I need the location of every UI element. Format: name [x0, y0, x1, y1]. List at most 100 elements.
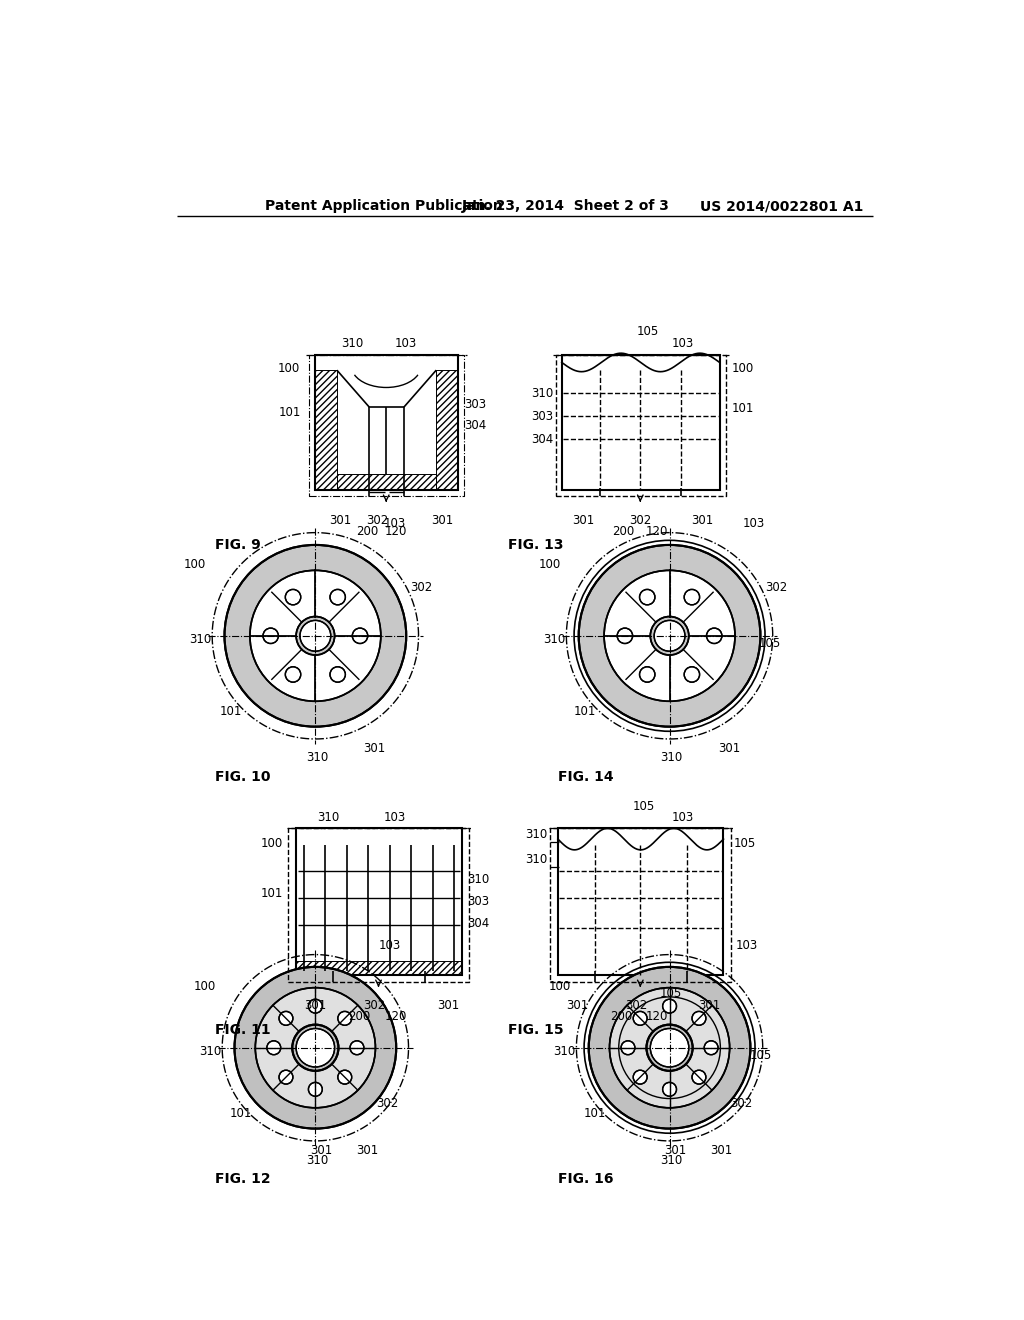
Circle shape	[300, 620, 331, 651]
Circle shape	[292, 1024, 339, 1071]
Circle shape	[296, 1028, 335, 1067]
Circle shape	[352, 628, 368, 644]
Text: FIG. 10: FIG. 10	[215, 770, 270, 784]
Text: 301: 301	[710, 1143, 732, 1156]
Text: 100: 100	[195, 979, 216, 993]
Text: 301: 301	[572, 513, 595, 527]
Circle shape	[279, 1071, 293, 1084]
Text: 105: 105	[660, 987, 682, 1001]
Circle shape	[640, 590, 655, 605]
Circle shape	[308, 999, 323, 1014]
Text: 301: 301	[329, 513, 351, 527]
Text: 105: 105	[759, 638, 780, 649]
Text: 301: 301	[304, 999, 327, 1012]
Text: 105: 105	[734, 837, 756, 850]
Text: 301: 301	[691, 513, 714, 527]
Text: 105: 105	[633, 800, 655, 813]
Text: 301: 301	[698, 999, 721, 1012]
Text: 302: 302	[730, 1097, 753, 1110]
Text: 304: 304	[531, 433, 554, 446]
Text: 100: 100	[260, 837, 283, 850]
Text: 302: 302	[376, 1097, 398, 1110]
Circle shape	[646, 1024, 692, 1071]
Circle shape	[663, 1082, 677, 1096]
Text: 302: 302	[626, 999, 647, 1012]
Text: 101: 101	[219, 705, 242, 718]
Text: 103: 103	[395, 338, 418, 351]
Circle shape	[308, 1082, 323, 1096]
Circle shape	[234, 966, 396, 1129]
Text: 310: 310	[553, 1045, 575, 1059]
Text: 103: 103	[384, 517, 406, 529]
Text: 301: 301	[665, 1143, 687, 1156]
Text: FIG. 13: FIG. 13	[508, 539, 563, 552]
Bar	[337, 474, 436, 490]
Circle shape	[621, 1040, 635, 1055]
Circle shape	[617, 628, 633, 644]
Text: 200: 200	[356, 525, 379, 539]
Circle shape	[692, 1011, 706, 1026]
Bar	[315, 355, 458, 490]
Text: 100: 100	[539, 557, 560, 570]
Text: 100: 100	[278, 362, 300, 375]
Text: FIG. 14: FIG. 14	[558, 770, 613, 784]
Circle shape	[650, 616, 689, 655]
Text: 200: 200	[348, 1010, 371, 1023]
Text: 303: 303	[468, 895, 489, 908]
Text: 105: 105	[750, 1049, 772, 1063]
Text: 103: 103	[672, 810, 694, 824]
Circle shape	[650, 1028, 689, 1067]
Text: 100: 100	[184, 557, 207, 570]
Circle shape	[705, 1040, 718, 1055]
Text: 101: 101	[584, 1106, 606, 1119]
Text: 310: 310	[341, 338, 364, 351]
Text: 310: 310	[306, 751, 328, 764]
Text: 101: 101	[260, 887, 283, 900]
Text: 310: 310	[660, 751, 682, 764]
Circle shape	[589, 966, 751, 1129]
Text: 310: 310	[525, 828, 548, 841]
Text: 301: 301	[310, 1143, 333, 1156]
Bar	[558, 829, 724, 974]
Text: 304: 304	[465, 418, 486, 432]
Text: 200: 200	[610, 1010, 632, 1023]
Circle shape	[633, 1011, 647, 1026]
Text: 301: 301	[566, 999, 588, 1012]
Text: 101: 101	[573, 705, 596, 718]
Circle shape	[263, 628, 279, 644]
Circle shape	[296, 616, 335, 655]
Circle shape	[654, 620, 685, 651]
Circle shape	[684, 667, 699, 682]
Text: 301: 301	[718, 742, 740, 755]
Text: 120: 120	[385, 525, 408, 539]
Text: 302: 302	[765, 581, 787, 594]
Text: 301: 301	[431, 513, 454, 527]
Circle shape	[633, 1071, 647, 1084]
Text: FIG. 11: FIG. 11	[215, 1023, 271, 1038]
Text: 103: 103	[735, 939, 758, 952]
Text: 310: 310	[306, 1155, 328, 1167]
Text: 120: 120	[384, 1010, 407, 1023]
Text: Jan. 23, 2014  Sheet 2 of 3: Jan. 23, 2014 Sheet 2 of 3	[462, 199, 670, 213]
Circle shape	[267, 1040, 281, 1055]
Text: 103: 103	[384, 810, 406, 824]
Text: 120: 120	[646, 1010, 669, 1023]
Circle shape	[579, 545, 761, 727]
Text: FIG. 15: FIG. 15	[508, 1023, 563, 1038]
Text: 310: 310	[188, 634, 211, 647]
Circle shape	[224, 545, 407, 727]
Text: 101: 101	[731, 403, 754, 416]
Circle shape	[640, 667, 655, 682]
Text: 105: 105	[637, 325, 659, 338]
Text: 103: 103	[379, 939, 401, 952]
Bar	[296, 961, 462, 974]
Text: 103: 103	[672, 338, 694, 351]
Text: Patent Application Publication: Patent Application Publication	[265, 199, 503, 213]
Text: 301: 301	[355, 1143, 378, 1156]
Text: 310: 310	[317, 810, 340, 824]
Circle shape	[338, 1011, 351, 1026]
Circle shape	[250, 570, 381, 701]
Text: 100: 100	[548, 979, 570, 993]
Text: 310: 310	[531, 387, 554, 400]
Text: 100: 100	[731, 362, 754, 375]
